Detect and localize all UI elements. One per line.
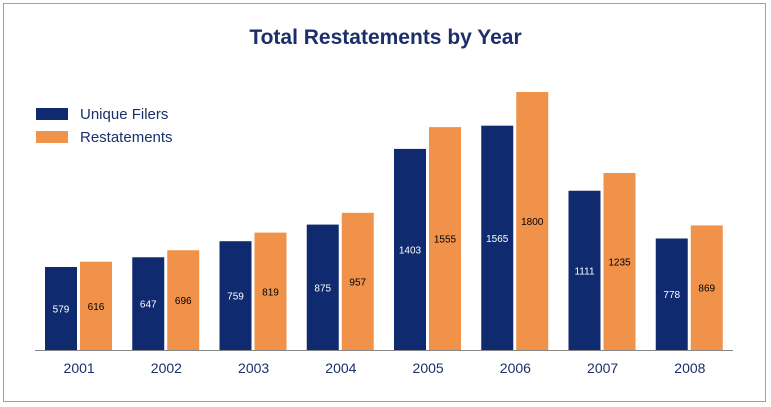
data-label: 759 xyxy=(227,292,244,303)
data-label: 696 xyxy=(175,296,192,307)
data-label: 616 xyxy=(88,302,105,313)
bar-restatements-2005 xyxy=(429,127,461,350)
x-tick-label: 2007 xyxy=(587,360,618,376)
legend-label: Unique Filers xyxy=(80,106,168,123)
data-label: 869 xyxy=(698,284,715,295)
chart-frame xyxy=(3,3,766,402)
bar-restatements-2007 xyxy=(603,172,636,350)
bar-unique-filers-2001 xyxy=(45,267,77,350)
data-label: 1235 xyxy=(608,257,631,268)
legend: Unique Filers Restatements xyxy=(36,106,173,146)
bar-unique-filers-2005 xyxy=(394,148,426,350)
legend-swatch xyxy=(36,108,68,120)
data-label: 647 xyxy=(140,300,157,311)
x-axis: 2001 2002 2003 2004 2005 2006 2007 2008 xyxy=(35,350,733,376)
bar-unique-filers-2006 xyxy=(481,125,514,350)
data-label: 778 xyxy=(663,290,680,301)
bar-unique-filers-2008 xyxy=(655,238,688,350)
bar-restatements-2006 xyxy=(516,92,549,350)
x-tick-label: 2004 xyxy=(325,360,356,376)
data-label: 1565 xyxy=(486,234,509,245)
data-label: 957 xyxy=(349,277,366,288)
bar-restatements-2004 xyxy=(341,212,374,350)
bar-unique-filers-2004 xyxy=(306,224,339,350)
bar-restatements-2001 xyxy=(80,261,112,350)
x-tick-label: 2008 xyxy=(674,360,705,376)
chart-title: Total Restatements by Year xyxy=(249,26,522,49)
x-tick-label: 2005 xyxy=(413,360,444,376)
legend-swatch xyxy=(36,131,68,143)
data-label: 875 xyxy=(314,283,331,294)
data-label: 819 xyxy=(262,287,279,298)
data-label: 1403 xyxy=(399,245,422,256)
bar-restatements-2002 xyxy=(167,250,200,350)
data-label: 1555 xyxy=(434,235,457,246)
x-tick-label: 2006 xyxy=(500,360,531,376)
bar-restatements-2003 xyxy=(254,232,287,350)
x-tick-label: 2001 xyxy=(64,360,95,376)
bars: 579 616 647 696 759 819 875 957 1403 1555 1565 1800… xyxy=(45,92,723,350)
bar-restatements-2008 xyxy=(690,225,723,350)
data-label: 579 xyxy=(53,305,70,316)
bar-unique-filers-2003 xyxy=(219,241,252,350)
bar-unique-filers-2002 xyxy=(132,257,165,350)
x-tick-label: 2003 xyxy=(238,360,269,376)
data-label: 1111 xyxy=(574,266,594,277)
bar-unique-filers-2007 xyxy=(568,190,601,350)
legend-label: Restatements xyxy=(80,129,173,146)
x-tick-label: 2002 xyxy=(151,360,182,376)
data-label: 1800 xyxy=(521,217,544,228)
